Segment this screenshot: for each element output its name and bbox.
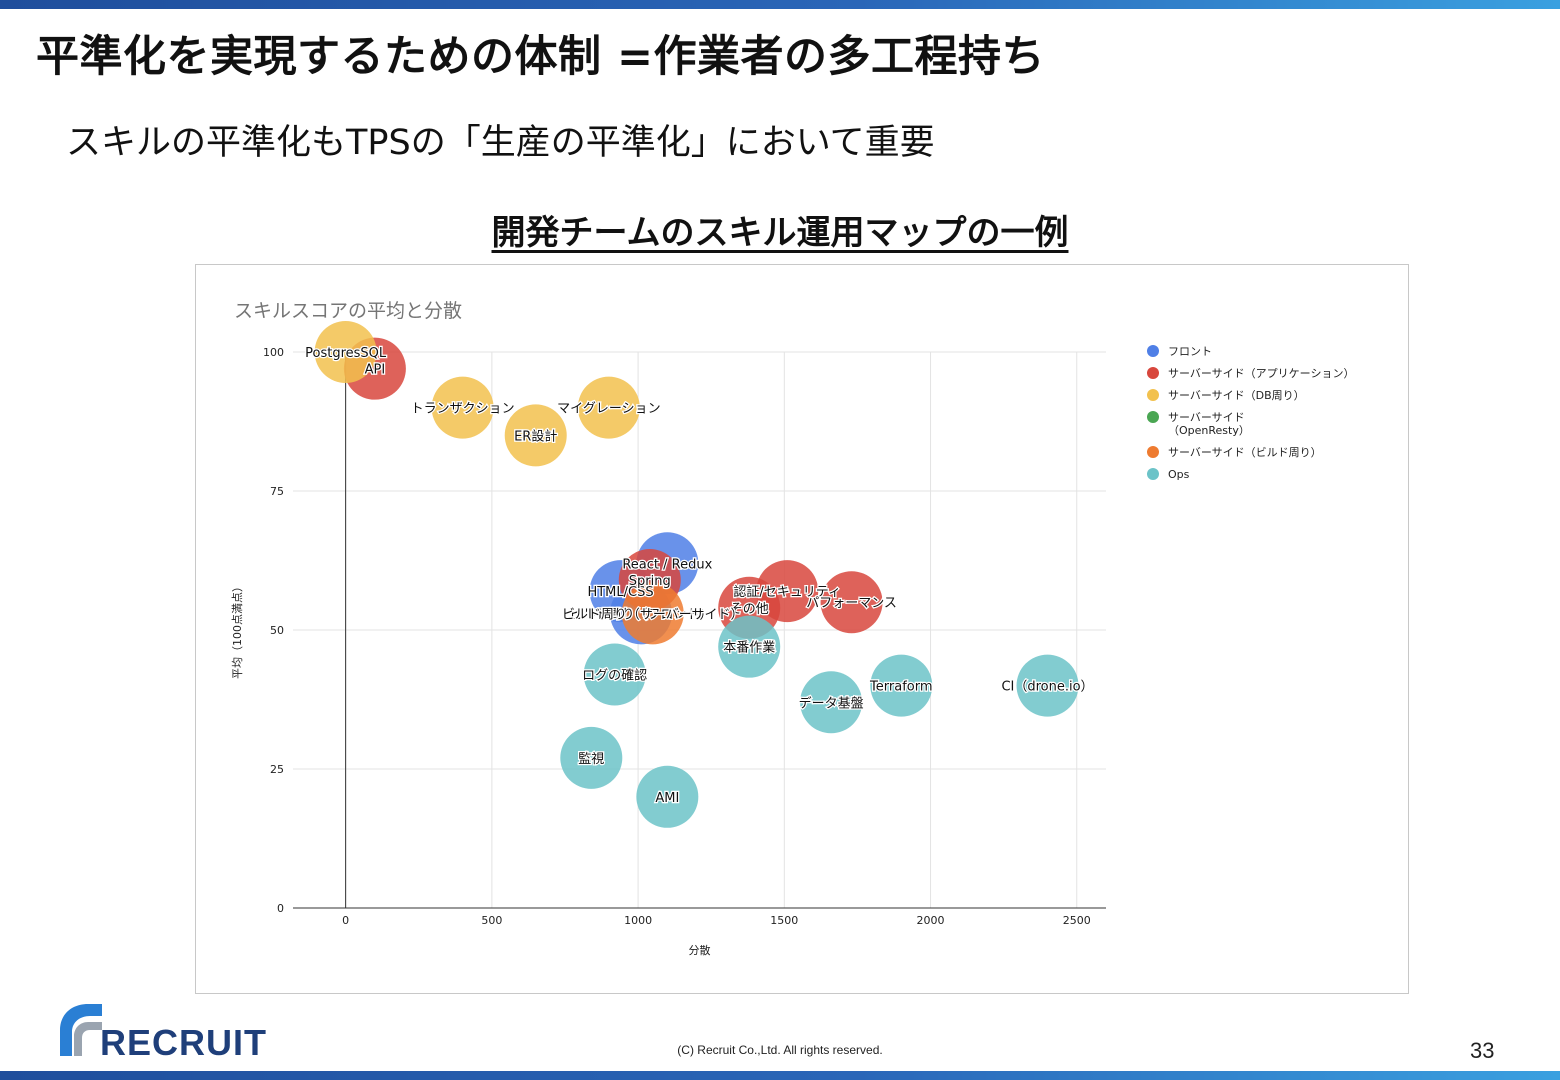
page-number: 33: [1470, 1038, 1495, 1063]
recruit-logo: RECRUIT: [56, 1000, 296, 1063]
slide-title: 平準化を実現するための体制 =作業者の多工程持ち: [36, 32, 1045, 82]
top-accent-bar: [0, 0, 1560, 9]
chart-title: スキルスコアの平均と分散: [234, 300, 462, 322]
slide-subtitle: スキルの平準化もTPSの「生産の平準化」において重要: [66, 123, 935, 163]
x-tick-label: 2500: [1063, 914, 1091, 927]
bubble-ami: [636, 765, 699, 828]
bubble-マイグレーション: [577, 376, 640, 439]
legend-marker-フロント: [1147, 345, 1159, 357]
legend-marker-サーバーサイド-openresty: [1147, 411, 1159, 423]
bubble-label-監視: 監視: [578, 751, 604, 767]
bubble-terraform: [870, 654, 933, 717]
x-tick-label: 1500: [770, 914, 798, 927]
bubble-label-ci-drone.io: CI（drone.io）: [1001, 680, 1093, 695]
bubble-label-terraform: Terraform: [869, 680, 932, 695]
bubble-er設計: [504, 404, 567, 467]
bubble-chart: スキルスコアの平均と分散 0 500 1000 1500 2000 2500 0 25 50 75 1…: [231, 300, 1354, 957]
bubble-label-ami: AMI: [655, 791, 679, 806]
bubble-監視: [560, 726, 623, 789]
x-tick-label: 500: [481, 914, 502, 927]
bubble-postgressql: [314, 321, 377, 383]
bubble-label-トランザクション: トランザクション: [411, 402, 515, 417]
y-tick-label: 75: [270, 485, 284, 498]
bubble-label-ビルド周り-サーバーサイド: ビルド周り（サーバーサイド）: [562, 607, 744, 622]
chart-frame: スキルスコアの平均と分散 0 500 1000 1500 2000 2500 0 25 50 75 1…: [195, 264, 1409, 994]
bubble-label-マイグレーション: マイグレーション: [557, 402, 660, 417]
bubble-label-er設計: ER設計: [514, 428, 557, 444]
legend-label: Ops: [1168, 468, 1190, 481]
bubble-パフォーマンス: [820, 571, 883, 634]
bubble-label-認証-セキュリティ: 認証/セキュリティ: [733, 584, 841, 600]
bubble-label-react-redux: React / Redux: [622, 557, 712, 572]
legend-label: フロント: [1168, 345, 1212, 358]
recruit-logo-mark: [60, 1004, 102, 1056]
section-heading: 開発チームのスキル運用マップの一例: [0, 205, 1560, 254]
y-tick-label: 100: [263, 346, 284, 359]
bubble-label-データ基盤: データ基盤: [799, 695, 864, 711]
bubble-label-spring: Spring: [629, 574, 671, 589]
recruit-logo-text: RECRUIT: [100, 1022, 267, 1063]
bubble-label-postgressql: PostgresSQL: [305, 346, 387, 361]
legend-label: サーバーサイド（DB周り）: [1168, 389, 1305, 402]
bubble-label-html-css: HTML/CSS: [587, 585, 653, 600]
x-tick-label: 1000: [624, 914, 652, 927]
y-tick-label: 25: [270, 763, 284, 776]
y-tick-label: 0: [277, 902, 284, 915]
bubble-label-その他: その他: [730, 602, 769, 617]
bubble-label-本番作業: 本番作業: [723, 640, 775, 656]
bubble-本番作業: [718, 615, 781, 678]
bubble-label-ログの確認: ログの確認: [582, 667, 647, 683]
bubble-トランザクション: [431, 376, 494, 439]
bubble-ログの確認: [583, 643, 646, 706]
copyright-text: (C) Recruit Co.,Ltd. All rights reserved…: [677, 1043, 883, 1057]
x-axis-label: 分散: [689, 943, 711, 957]
legend-label: （OpenResty）: [1168, 424, 1250, 437]
bubble-label-パフォーマンス: パフォーマンス: [806, 596, 897, 611]
x-tick-label: 0: [342, 914, 349, 927]
legend-label: サーバーサイド（ビルド周り）: [1168, 446, 1322, 459]
bubble-label-api: API: [365, 363, 386, 378]
legend-marker-サーバーサイド-db周り: [1147, 389, 1159, 401]
bottom-accent-bar: [0, 1071, 1560, 1080]
bubble-ビルド周り-サーバーサイド: [621, 582, 684, 645]
y-axis-label: 平均（100点満点）: [231, 581, 244, 679]
y-tick-label: 50: [270, 624, 284, 637]
bubble-データ基盤: [800, 671, 863, 734]
section-heading-text: 開発チームのスキル運用マップの一例: [491, 213, 1069, 253]
x-tick-label: 2000: [917, 914, 945, 927]
legend-marker-ops: [1147, 468, 1159, 480]
bubble-label-ビルド周り-フロント: ビルド周り（フロント）: [570, 607, 713, 622]
legend-marker-サーバーサイド-ビルド周り: [1147, 446, 1159, 458]
legend-label: サーバーサイド: [1168, 411, 1245, 424]
legend-marker-サーバーサイド-アプリケーション: [1147, 367, 1159, 379]
legend-label: サーバーサイド（アプリケーション）: [1168, 367, 1354, 380]
bubble-ci-drone.io: [1016, 654, 1079, 717]
